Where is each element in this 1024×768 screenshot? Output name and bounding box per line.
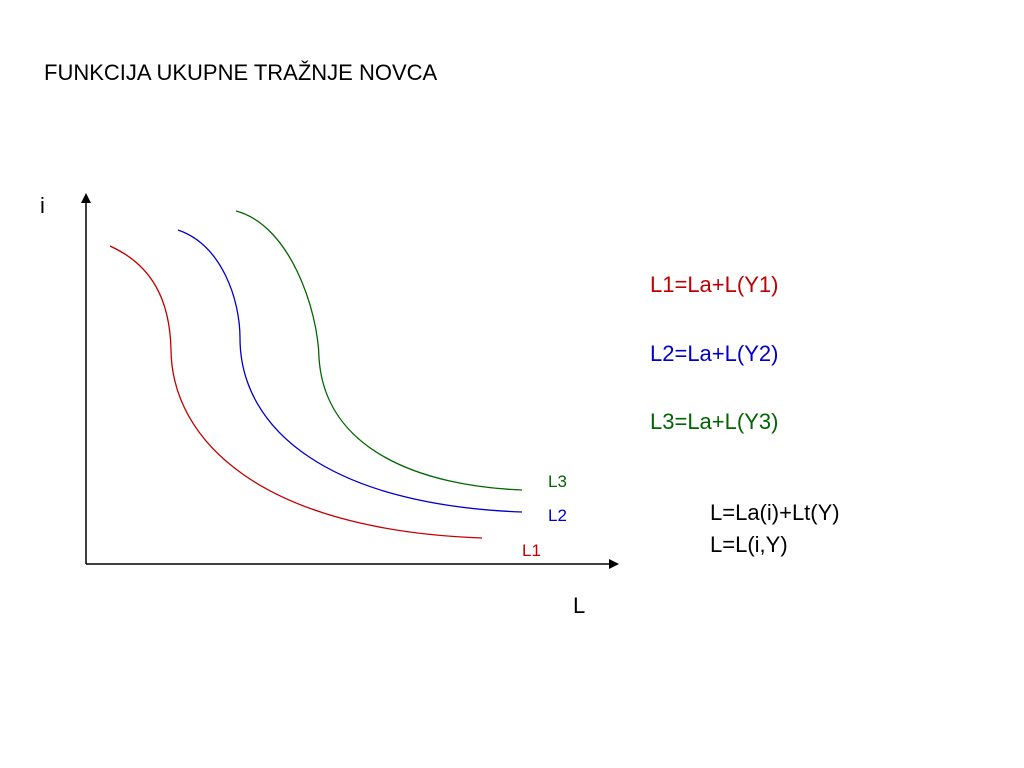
y-axis-label: i (40, 193, 45, 218)
curve-label-l2: L2 (548, 506, 567, 525)
general-formula-line2: L=L(i,Y) (710, 532, 788, 557)
formula-l2: L2=La+L(Y2) (650, 341, 779, 366)
curve-label-l3: L3 (548, 472, 567, 491)
curve-l2 (177, 229, 523, 513)
general-formula: L=La(i)+Lt(Y) L=L(i,Y) (710, 497, 840, 561)
x-axis-label: L (573, 593, 585, 618)
formula-l1: L1=La+L(Y1) (650, 272, 779, 297)
curve-label-l1: L1 (522, 541, 541, 560)
page-title: FUNKCIJA UKUPNE TRAŽNJE NOVCA (44, 60, 438, 85)
curve-l3 (235, 210, 523, 491)
general-formula-line1: L=La(i)+Lt(Y) (710, 500, 840, 525)
curve-l1 (109, 245, 483, 539)
formula-l3: L3=La+L(Y3) (650, 409, 779, 434)
